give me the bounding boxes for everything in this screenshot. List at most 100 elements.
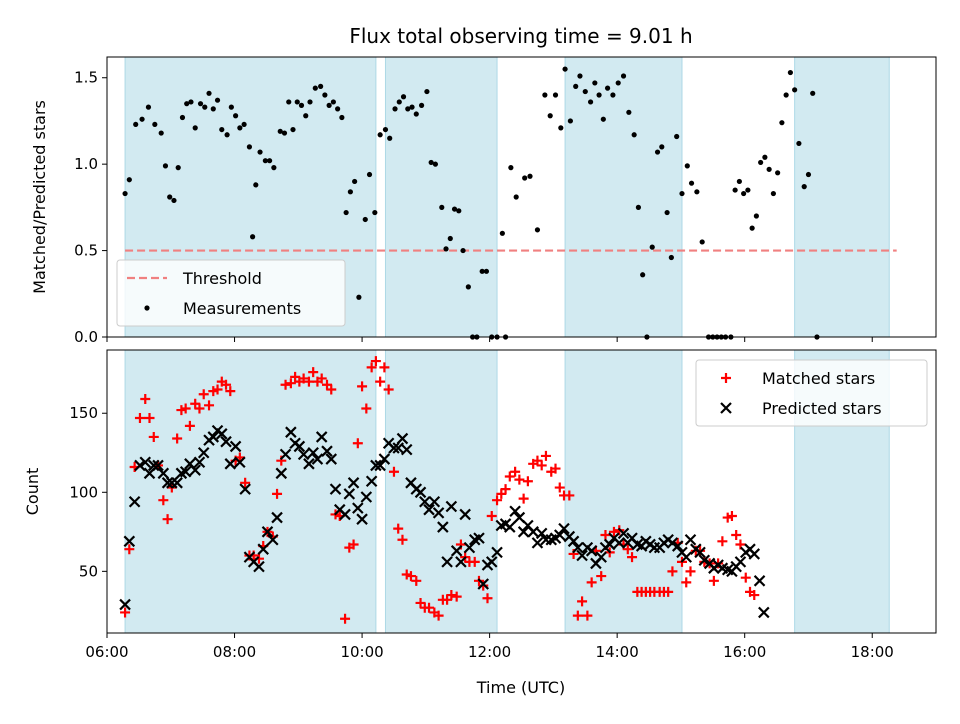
predicted-star-point [423, 503, 435, 516]
measurement-point [596, 92, 602, 98]
predicted-star-point [437, 521, 449, 533]
matched-star-point [600, 529, 611, 540]
matched-star-point [124, 544, 135, 555]
y-axis-label: Count [23, 468, 42, 516]
matched-star-point [316, 373, 327, 384]
predicted-star-point [224, 458, 237, 470]
y-tick-label: 1.5 [74, 69, 98, 87]
matched-star-point [564, 490, 575, 501]
predicted-star-point [134, 459, 146, 472]
measurement-point [792, 87, 798, 93]
measurement-point [224, 132, 230, 138]
matched-star-point [326, 384, 337, 395]
measurement-point [294, 99, 300, 105]
measurement-point [783, 92, 789, 98]
measurement-point [387, 135, 393, 141]
measurement-point [749, 225, 755, 231]
measurement-point [179, 114, 186, 121]
measurement-point [237, 125, 243, 131]
matched-star-point [469, 556, 480, 567]
predicted-star-point [509, 505, 521, 518]
measurement-point [271, 165, 277, 171]
legend-label: Threshold [182, 269, 262, 288]
matched-star-point [148, 431, 159, 442]
predicted-star-point [360, 491, 373, 503]
predicted-star-point [339, 508, 351, 521]
predicted-star-point [517, 526, 530, 538]
predicted-star-point [161, 477, 174, 489]
measurement-point [307, 99, 313, 105]
measurement-point [664, 209, 670, 216]
measurement-point [298, 102, 305, 108]
matched-star-point [357, 381, 368, 392]
predicted-star-point [171, 477, 183, 489]
y-tick-label: 0.0 [74, 328, 98, 346]
predicted-star-point [370, 459, 382, 472]
predicted-star-point [347, 477, 360, 489]
predicted-star-point [419, 495, 431, 508]
matched-star-point [361, 403, 372, 414]
matched-star-point [726, 511, 737, 522]
measurement-point [326, 102, 332, 108]
x-axis-label: Time (UTC) [476, 678, 565, 697]
measurement-point [372, 209, 378, 216]
measurement-point [214, 97, 221, 103]
measurement-point [741, 190, 747, 197]
measurement-point [126, 177, 132, 183]
matched-star-point [731, 529, 742, 540]
measurement-point [552, 92, 559, 98]
predicted-star-point [321, 445, 333, 457]
measurement-point [451, 206, 458, 212]
predicted-star-point [445, 500, 458, 513]
measurement-point [522, 175, 528, 181]
predicted-star-point [671, 540, 684, 552]
matched-star-point [180, 403, 191, 414]
measurement-point [330, 99, 336, 105]
measurement-point [688, 180, 695, 186]
measurement-point [508, 165, 514, 171]
measurement-point [796, 140, 802, 147]
predicted-star-point [311, 453, 324, 465]
measurement-point [418, 102, 425, 108]
matched-star-point [212, 384, 223, 395]
measurement-point [547, 113, 553, 119]
matched-star-point [158, 495, 169, 506]
matched-star-point [308, 367, 319, 378]
matched-star-point [492, 495, 503, 506]
measurement-point [483, 268, 490, 274]
matched-star-point [554, 482, 565, 493]
axes-frame [106, 56, 937, 338]
matched-star-point [433, 610, 444, 621]
matched-star-point [424, 602, 435, 613]
measurement-point [600, 116, 606, 122]
measurement-point [145, 104, 152, 110]
measurement-point [162, 163, 169, 169]
legend-label: Matched stars [762, 369, 875, 388]
matched-star-point [285, 378, 296, 389]
predicted-star-point [734, 556, 747, 568]
x-tick-label: 08:00 [213, 643, 256, 661]
x-tick-label: 06:00 [85, 643, 128, 661]
measurement-point [303, 113, 309, 119]
x-tick-label: 14:00 [596, 643, 639, 661]
measurement-point [241, 121, 247, 128]
axes-frame [106, 349, 937, 634]
predicted-star-point [356, 513, 368, 525]
measurement-point [400, 94, 407, 100]
matched-star-point [393, 523, 404, 534]
measurement-point [413, 111, 419, 117]
predicted-star-point [365, 475, 378, 488]
matched-star-point [627, 552, 638, 563]
predicted-star-point [179, 465, 192, 478]
predicted-star-point [239, 483, 251, 495]
measurement-point [246, 144, 253, 150]
predicted-star-point [753, 575, 766, 587]
y-axis-label: Matched/Predicted stars [30, 100, 49, 294]
measurement-point [175, 165, 181, 171]
predicted-star-point [119, 598, 131, 611]
predicted-star-point [432, 507, 445, 519]
predicted-star-point [748, 548, 761, 560]
measurement-point [443, 246, 449, 252]
matched-star-point [596, 571, 607, 582]
measurement-point [432, 161, 439, 167]
